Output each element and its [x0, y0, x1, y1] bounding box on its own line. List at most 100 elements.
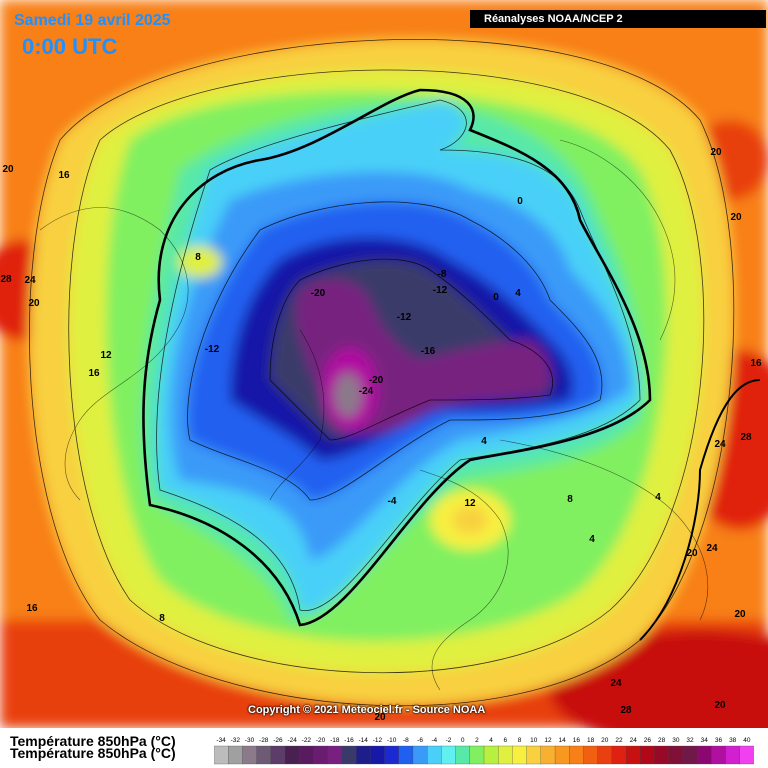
contour-label: 4 [655, 492, 661, 503]
legend-tick-label: -18 [330, 737, 340, 744]
legend-tick-label: -24 [287, 737, 297, 744]
contour-label: 20 [734, 609, 746, 620]
contour-label: 20 [28, 298, 40, 309]
legend-tick-label: -32 [231, 737, 241, 744]
legend-swatch [554, 745, 570, 765]
legend-swatch [455, 745, 471, 765]
contour-label: -12 [205, 344, 220, 355]
contour-label: 0 [493, 292, 499, 303]
date-label: Samedi 19 avril 2025 [14, 12, 171, 29]
legend-tick-label: 38 [729, 737, 737, 744]
legend-swatch [341, 745, 357, 765]
contour-label: -12 [433, 285, 448, 296]
legend-swatch [370, 745, 385, 765]
contour-label: 16 [88, 368, 100, 379]
legend-swatch [441, 745, 457, 765]
legend-swatch [256, 745, 272, 765]
contour-label: -24 [359, 386, 374, 397]
legend-tick-label: -6 [417, 737, 423, 744]
contour-label: -20 [311, 288, 326, 299]
legend-title: Température 850hPa (°C) [10, 733, 176, 749]
contour-label: 24 [706, 543, 718, 554]
legend-swatch [654, 745, 670, 765]
legend-tick-label: 20 [601, 737, 609, 744]
contour-label: 16 [26, 603, 38, 614]
contour-label: 8 [159, 613, 165, 624]
legend-swatch [725, 745, 741, 765]
legend-swatch [228, 745, 243, 765]
legend-tick-label: 14 [559, 737, 567, 744]
contour-label: -4 [388, 496, 397, 507]
time-label: 0:00 UTC [22, 34, 118, 59]
legend-swatch [299, 745, 314, 765]
legend-tick-label: -28 [259, 737, 269, 744]
contour-label: 24 [24, 275, 36, 286]
legend-tick-label: -26 [273, 737, 283, 744]
legend-swatch [697, 745, 712, 765]
legend-swatch [384, 745, 400, 765]
contour-label: 24 [610, 678, 622, 689]
legend-tick-label: 28 [658, 737, 666, 744]
contour-label: -16 [421, 346, 436, 357]
contour-label: 8 [567, 494, 573, 505]
legend-swatch [711, 745, 727, 765]
contour-label: 16 [750, 358, 762, 369]
contour-label: 20 [714, 700, 726, 711]
legend-title-shadow: Température 850hPa (°C) [10, 745, 176, 761]
legend-swatch [512, 745, 528, 765]
legend-tick-label: 24 [630, 737, 638, 744]
legend-tick-label: -20 [316, 737, 326, 744]
contour-label: -8 [438, 269, 447, 280]
legend-tick-label: 6 [504, 737, 508, 744]
contour-label: 20 [374, 712, 386, 723]
legend-tick-label: 8 [518, 737, 522, 744]
contour-label: 20 [2, 164, 14, 175]
legend-tick-label: 22 [615, 737, 623, 744]
legend-swatch [284, 745, 300, 765]
legend-swatch [242, 745, 258, 765]
legend-swatch [526, 745, 542, 765]
legend-tick-label: -30 [245, 737, 255, 744]
source-label: Réanalyses NOAA/NCEP 2 [470, 10, 766, 28]
legend-swatch [640, 745, 655, 765]
contour-lines [29, 38, 735, 707]
legend-tick-label: 10 [530, 737, 538, 744]
legend-swatch [597, 745, 613, 765]
legend-swatch [469, 745, 485, 765]
twenty-isotherm [639, 379, 761, 641]
legend-swatch [270, 745, 286, 765]
legend-swatch [611, 745, 627, 765]
zero-isotherm [142, 88, 652, 627]
legend-tick-label: 16 [573, 737, 581, 744]
contour-label: -20 [369, 375, 384, 386]
contour-label: 12 [464, 498, 476, 509]
legend-tick-label: -10 [387, 737, 397, 744]
legend-tick-label: -12 [373, 737, 383, 744]
contour-label: 28 [740, 432, 752, 443]
contour-label: 20 [710, 147, 722, 158]
legend-tick-label: 32 [686, 737, 694, 744]
legend-swatch [313, 745, 329, 765]
legend-tick-label: 34 [701, 737, 709, 744]
legend-tick-label: 40 [743, 737, 751, 744]
legend-tick-label: 2 [475, 737, 479, 744]
contour-label: -12 [397, 312, 412, 323]
legend-swatch [498, 745, 513, 765]
contour-label: 4 [589, 534, 595, 545]
legend-tick-label: -16 [344, 737, 354, 744]
legend-tick-label: 26 [644, 737, 652, 744]
copyright-label: Copyright © 2021 Meteociel.fr - Source N… [248, 704, 486, 716]
contour-label: 4 [515, 288, 521, 299]
coastlines [39, 139, 709, 691]
legend-tick-label: 12 [544, 737, 552, 744]
legend-swatch [583, 745, 599, 765]
legend-tick-label: 36 [715, 737, 723, 744]
legend-tick-label: -34 [216, 737, 226, 744]
legend-tick-label: 4 [489, 737, 493, 744]
contour-label: 20 [730, 212, 742, 223]
legend-swatch [483, 745, 499, 765]
legend-swatch [739, 745, 754, 765]
legend-tick-label: -22 [302, 737, 312, 744]
